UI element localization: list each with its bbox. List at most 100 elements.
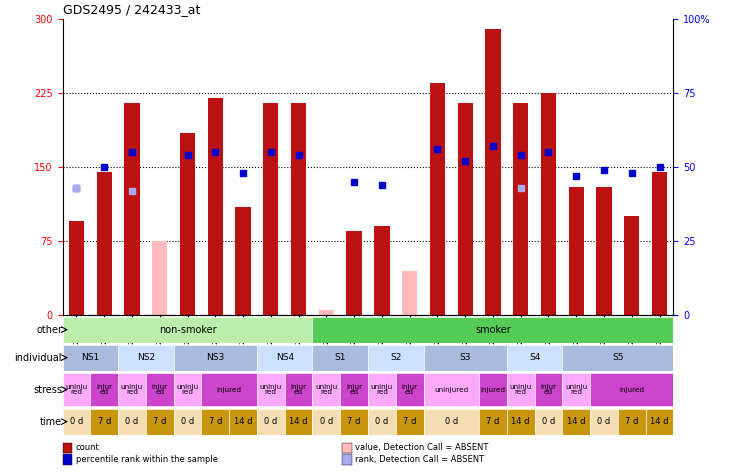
Text: 0 d: 0 d [264, 417, 277, 426]
Text: uninju
red: uninju red [565, 384, 587, 395]
Text: S3: S3 [459, 353, 471, 362]
Bar [624, 217, 640, 315]
Text: injured: injured [481, 387, 506, 392]
Text: 0 d: 0 d [375, 417, 389, 426]
Text: S5: S5 [612, 353, 623, 362]
Text: 7 d: 7 d [347, 417, 361, 426]
Bar [534, 373, 562, 407]
Bar [430, 83, 445, 315]
Text: 0 d: 0 d [181, 417, 194, 426]
Bar [319, 310, 334, 315]
Bar [507, 409, 534, 435]
Text: 14 d: 14 d [512, 417, 530, 426]
Bar [174, 345, 257, 371]
Bar [423, 345, 507, 371]
Bar [652, 172, 668, 315]
Bar [63, 345, 118, 371]
Bar [368, 345, 423, 371]
Bar [423, 409, 479, 435]
Bar [507, 345, 562, 371]
Text: 0 d: 0 d [445, 417, 458, 426]
Bar [313, 373, 340, 407]
Bar [479, 409, 507, 435]
Text: injur
ed: injur ed [96, 384, 113, 395]
Text: injur
ed: injur ed [346, 384, 362, 395]
Text: 7 d: 7 d [98, 417, 111, 426]
Text: NS4: NS4 [276, 353, 294, 362]
Bar [596, 187, 612, 315]
Bar [562, 409, 590, 435]
Bar [313, 317, 673, 343]
Bar [257, 345, 313, 371]
Bar [340, 409, 368, 435]
Bar [368, 373, 396, 407]
Bar [202, 373, 257, 407]
Text: individual: individual [15, 353, 62, 363]
Bar [285, 409, 313, 435]
Bar [229, 409, 257, 435]
Text: smoker: smoker [475, 325, 511, 335]
Bar [174, 409, 202, 435]
Text: uninju
red: uninju red [371, 384, 393, 395]
Text: 0 d: 0 d [598, 417, 611, 426]
Text: uninju
red: uninju red [260, 384, 282, 395]
Bar [202, 409, 229, 435]
Bar [68, 221, 84, 315]
Bar [285, 373, 313, 407]
Text: uninjured: uninjured [434, 387, 468, 392]
Bar [63, 409, 91, 435]
Bar [645, 409, 673, 435]
Bar [313, 409, 340, 435]
Bar [458, 103, 473, 315]
Bar [368, 409, 396, 435]
Text: injur
ed: injur ed [402, 384, 418, 395]
Bar [146, 373, 174, 407]
Text: 0 d: 0 d [125, 417, 138, 426]
Text: uninju
red: uninju red [66, 384, 88, 395]
Bar [479, 373, 507, 407]
Text: injured: injured [619, 387, 644, 392]
Bar [208, 98, 223, 315]
Text: S2: S2 [390, 353, 401, 362]
Text: 7 d: 7 d [208, 417, 222, 426]
Bar [485, 29, 500, 315]
Text: NS1: NS1 [81, 353, 99, 362]
Text: 0 d: 0 d [542, 417, 555, 426]
Bar [257, 409, 285, 435]
Text: 0 d: 0 d [319, 417, 333, 426]
Text: 0 d: 0 d [70, 417, 83, 426]
Text: S4: S4 [529, 353, 540, 362]
Text: percentile rank within the sample: percentile rank within the sample [76, 455, 218, 464]
Bar [152, 241, 167, 315]
Bar [118, 373, 146, 407]
Bar [402, 271, 417, 315]
Bar [423, 373, 479, 407]
Text: non-smoker: non-smoker [159, 325, 216, 335]
Text: 14 d: 14 d [651, 417, 669, 426]
Text: uninju
red: uninju red [315, 384, 338, 395]
Bar [562, 373, 590, 407]
Text: value, Detection Call = ABSENT: value, Detection Call = ABSENT [355, 444, 489, 452]
Bar [180, 133, 195, 315]
Text: 7 d: 7 d [486, 417, 500, 426]
Text: other: other [36, 325, 62, 335]
Text: NS3: NS3 [206, 353, 224, 362]
Text: injured: injured [216, 387, 241, 392]
Text: GDS2495 / 242433_at: GDS2495 / 242433_at [63, 3, 200, 17]
Bar [569, 187, 584, 315]
Bar [257, 373, 285, 407]
Bar [63, 317, 313, 343]
Bar [236, 207, 251, 315]
Text: uninju
red: uninju red [509, 384, 532, 395]
Bar [91, 373, 118, 407]
Text: count: count [76, 444, 99, 452]
Bar [174, 373, 202, 407]
Text: rank, Detection Call = ABSENT: rank, Detection Call = ABSENT [355, 455, 484, 464]
Text: S1: S1 [334, 353, 346, 362]
Bar [374, 226, 389, 315]
Text: 7 d: 7 d [403, 417, 417, 426]
Text: 14 d: 14 d [289, 417, 308, 426]
Text: injur
ed: injur ed [152, 384, 168, 395]
Text: 14 d: 14 d [567, 417, 586, 426]
Text: stress: stress [33, 384, 62, 394]
